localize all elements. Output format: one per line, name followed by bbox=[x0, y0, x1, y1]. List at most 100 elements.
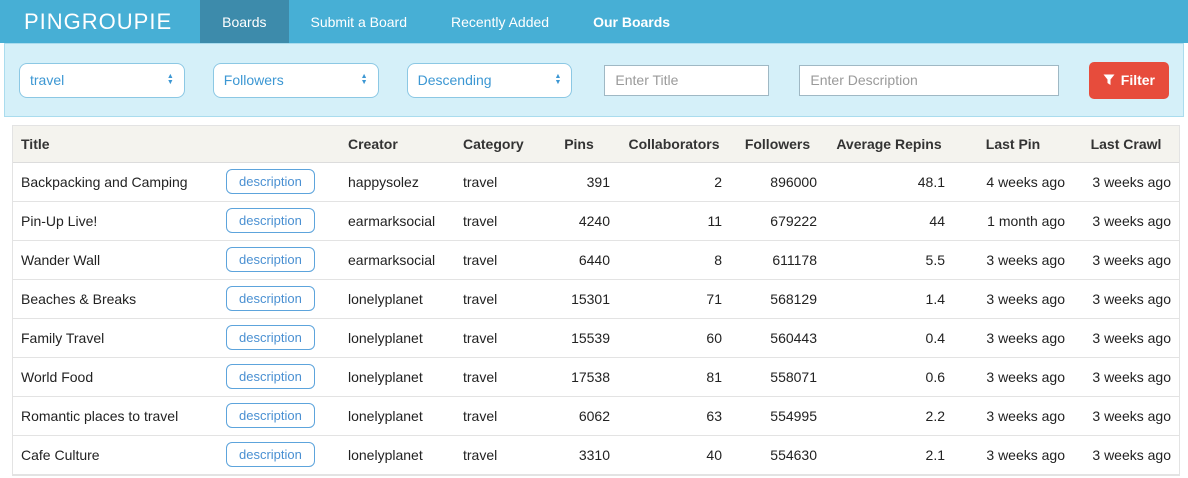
select-spinner-icon: ▲ ▼ bbox=[554, 73, 562, 86]
board-pins: 15301 bbox=[540, 279, 618, 319]
description-button[interactable]: description bbox=[226, 247, 315, 272]
description-filter-input[interactable] bbox=[799, 64, 1059, 96]
board-average-repins: 0.4 bbox=[825, 318, 953, 358]
board-pins: 6440 bbox=[540, 240, 618, 280]
nav-tab-recently-added[interactable]: Recently Added bbox=[451, 13, 550, 30]
board-last-crawl: 3 weeks ago bbox=[1073, 240, 1179, 280]
board-last-crawl: 3 weeks ago bbox=[1073, 162, 1179, 202]
board-last-crawl: 3 weeks ago bbox=[1073, 435, 1179, 475]
board-average-repins: 5.5 bbox=[825, 240, 953, 280]
board-last-pin: 4 weeks ago bbox=[953, 162, 1073, 202]
board-category: travel bbox=[455, 162, 540, 202]
filter-panel: travel ▲▼ Followers ▲▼ Descending ▲▼ Fil… bbox=[4, 43, 1184, 117]
table-row: Wander Wall description earmarksocial tr… bbox=[13, 240, 1179, 280]
sort-field-select[interactable]: Followers ▲ ▼ bbox=[212, 62, 379, 98]
board-collaborators: 2 bbox=[618, 162, 730, 202]
filter-button[interactable]: Filter bbox=[1088, 61, 1169, 99]
brand-logo[interactable]: PINGROUPIE bbox=[24, 8, 173, 34]
board-category: travel bbox=[455, 279, 540, 319]
table-row: Backpacking and Camping description happ… bbox=[13, 162, 1179, 202]
table-row: Cafe Culture description lonelyplanet tr… bbox=[13, 435, 1179, 475]
description-button[interactable]: description bbox=[226, 403, 315, 428]
board-last-pin: 3 weeks ago bbox=[953, 435, 1073, 475]
header-followers: Followers bbox=[730, 126, 825, 163]
header-title: Title bbox=[13, 126, 340, 163]
board-collaborators: 63 bbox=[618, 396, 730, 436]
board-pins: 15539 bbox=[540, 318, 618, 358]
board-followers: 679222 bbox=[730, 201, 825, 241]
nav-tab-our-boards[interactable]: Our Boards bbox=[593, 13, 671, 30]
board-title: Wander Wall bbox=[13, 240, 218, 280]
board-followers: 554630 bbox=[730, 435, 825, 475]
board-last-crawl: 3 weeks ago bbox=[1073, 279, 1179, 319]
table-row: World Food description lonelyplanet trav… bbox=[13, 357, 1179, 397]
board-creator: lonelyplanet bbox=[340, 435, 455, 475]
board-creator: lonelyplanet bbox=[340, 318, 455, 358]
board-title: Beaches & Breaks bbox=[13, 279, 218, 319]
board-collaborators: 11 bbox=[618, 201, 730, 241]
header-category: Category bbox=[455, 126, 540, 163]
description-button[interactable]: description bbox=[226, 286, 315, 311]
board-followers: 568129 bbox=[730, 279, 825, 319]
board-creator: happysolez bbox=[340, 162, 455, 202]
sort-order-select[interactable]: Descending ▲ ▼ bbox=[406, 62, 573, 98]
board-category: travel bbox=[455, 435, 540, 475]
header-last-crawl: Last Crawl bbox=[1073, 126, 1179, 163]
board-last-pin: 3 weeks ago bbox=[953, 396, 1073, 436]
table-row: Family Travel description lonelyplanet t… bbox=[13, 318, 1179, 358]
board-pins: 391 bbox=[540, 162, 618, 202]
description-button[interactable]: description bbox=[226, 208, 315, 233]
board-followers: 611178 bbox=[730, 240, 825, 280]
nav-tab-boards[interactable]: Boards bbox=[200, 0, 289, 43]
board-collaborators: 71 bbox=[618, 279, 730, 319]
description-button[interactable]: description bbox=[226, 169, 315, 194]
category-select[interactable]: travel ▲ ▼ bbox=[19, 62, 185, 98]
board-followers: 560443 bbox=[730, 318, 825, 358]
title-filter-input[interactable] bbox=[604, 64, 770, 96]
board-last-crawl: 3 weeks ago bbox=[1073, 357, 1179, 397]
category-select-value: travel bbox=[30, 72, 65, 88]
board-last-pin: 3 weeks ago bbox=[953, 240, 1073, 280]
description-button[interactable]: description bbox=[226, 364, 315, 389]
boards-table: Title Creator Category Pins Collaborator… bbox=[12, 125, 1180, 476]
board-collaborators: 8 bbox=[618, 240, 730, 280]
header-last-pin: Last Pin bbox=[953, 126, 1073, 163]
board-pins: 3310 bbox=[540, 435, 618, 475]
board-last-crawl: 3 weeks ago bbox=[1073, 318, 1179, 358]
funnel-icon bbox=[1103, 74, 1115, 85]
board-average-repins: 48.1 bbox=[825, 162, 953, 202]
board-collaborators: 81 bbox=[618, 357, 730, 397]
nav-tab-submit-a-board[interactable]: Submit a Board bbox=[310, 13, 408, 30]
board-category: travel bbox=[455, 396, 540, 436]
board-creator: earmarksocial bbox=[340, 240, 455, 280]
header-average-repins: Average Repins bbox=[825, 126, 953, 163]
board-average-repins: 2.2 bbox=[825, 396, 953, 436]
board-collaborators: 60 bbox=[618, 318, 730, 358]
table-row: Romantic places to travel description lo… bbox=[13, 396, 1179, 436]
board-average-repins: 2.1 bbox=[825, 435, 953, 475]
board-average-repins: 1.4 bbox=[825, 279, 953, 319]
board-followers: 896000 bbox=[730, 162, 825, 202]
board-category: travel bbox=[455, 240, 540, 280]
table-header-row: Title Creator Category Pins Collaborator… bbox=[13, 126, 1179, 163]
board-title: Romantic places to travel bbox=[13, 396, 218, 436]
board-average-repins: 44 bbox=[825, 201, 953, 241]
select-spinner-icon: ▲ ▼ bbox=[360, 73, 368, 86]
board-last-crawl: 3 weeks ago bbox=[1073, 201, 1179, 241]
top-navbar: PINGROUPIE Boards Submit a Board Recentl… bbox=[0, 0, 1188, 43]
header-collaborators: Collaborators bbox=[618, 126, 730, 163]
filter-button-label: Filter bbox=[1120, 72, 1155, 88]
board-creator: lonelyplanet bbox=[340, 396, 455, 436]
board-last-pin: 3 weeks ago bbox=[953, 357, 1073, 397]
board-pins: 4240 bbox=[540, 201, 618, 241]
board-pins: 17538 bbox=[540, 357, 618, 397]
board-pins: 6062 bbox=[540, 396, 618, 436]
board-title: World Food bbox=[13, 357, 218, 397]
board-last-crawl: 3 weeks ago bbox=[1073, 396, 1179, 436]
board-category: travel bbox=[455, 201, 540, 241]
description-button[interactable]: description bbox=[226, 442, 315, 467]
board-followers: 558071 bbox=[730, 357, 825, 397]
board-average-repins: 0.6 bbox=[825, 357, 953, 397]
description-button[interactable]: description bbox=[226, 325, 315, 350]
header-creator: Creator bbox=[340, 126, 455, 163]
